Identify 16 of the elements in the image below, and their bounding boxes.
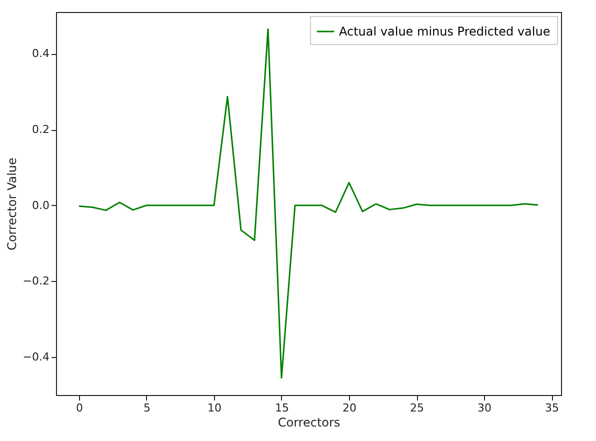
x-tick-label: 5 [143, 402, 150, 414]
y-tick-label: −0.4 [22, 350, 50, 364]
x-tick-label: 10 [207, 402, 222, 414]
y-tick-label: 0.2 [32, 123, 50, 136]
x-tick-label: 20 [342, 402, 357, 414]
y-tick-label: 0.0 [32, 198, 50, 212]
x-tick-label: 30 [478, 402, 492, 414]
y-tick-label: −0.2 [22, 274, 50, 288]
x-tick-label: 15 [274, 402, 289, 414]
x-axis-title: Correctors [278, 416, 340, 430]
x-tick-label: 35 [545, 402, 560, 414]
x-tick-label: 0 [76, 402, 83, 414]
x-tick-label: 25 [410, 402, 424, 414]
y-tick-label: 0.4 [32, 47, 50, 60]
y-axis-title: Corrector Value [4, 158, 19, 250]
legend-label: Actual value minus Predicted value [339, 24, 550, 38]
